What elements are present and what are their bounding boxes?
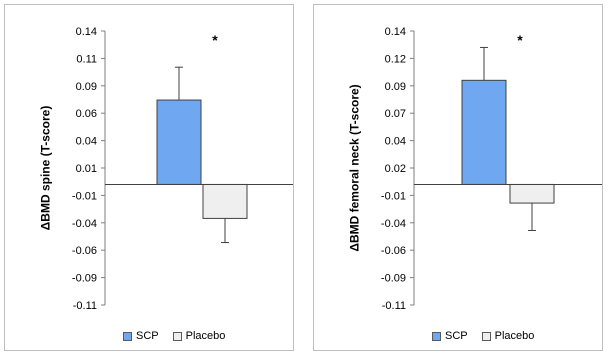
legend-label-scp: SCP [445,330,468,342]
y-tick-label: -0.04 [72,218,97,230]
chart-svg-spine: 0.14 0.11 0.09 0.06 0.04 0.01 -0.01 -0.04 -0.06 -… [72,26,293,312]
y-axis-title: ΔBMD femoral neck (T-score) [347,84,362,252]
y-tick-label: 0.11 [76,53,97,65]
legend-label-scp: SCP [136,330,159,342]
y-tick-label: 0.14 [385,26,406,38]
chart-panel-spine: 0.14 0.11 0.09 0.06 0.04 0.01 -0.01 -0.04 -0.06 -… [4,4,294,351]
y-tick-label: 0.01 [76,163,97,175]
legend-label-placebo: Placebo [494,330,535,342]
y-tick-label: 0.14 [76,26,97,38]
legend: SCP Placebo [432,330,534,342]
chart-panel-femoral-neck: 0.14 0.12 0.09 0.07 0.04 0.02 -0.01 -0.04 -0.06 -… [313,4,603,351]
y-tick-label: 0.02 [385,163,406,175]
y-tick-label: 0.07 [385,108,406,120]
y-tick-label: -0.01 [72,190,97,202]
y-tick-label: -0.11 [382,300,406,312]
y-tick-label: 0.09 [76,81,97,93]
y-tick-label: -0.01 [381,190,406,202]
chart-svg-femoral-neck: 0.14 0.12 0.09 0.07 0.04 0.02 -0.01 -0.04 -0.06 -… [381,26,602,312]
y-tick-label: -0.11 [73,300,97,312]
y-tick-label: 0.04 [385,136,406,148]
bar-scp [156,99,202,185]
y-axis-title: ΔBMD spine (T-score) [37,105,52,231]
legend: SCP Placebo [123,330,225,342]
y-tick-label: -0.09 [381,273,406,285]
y-tick-label: -0.06 [381,245,406,257]
legend-swatch-placebo [172,331,182,341]
y-tick-label: 0.06 [76,108,97,120]
y-tick-label: -0.09 [72,273,97,285]
y-tick-label: 0.04 [76,136,97,148]
y-tick-label: -0.04 [381,218,406,230]
bar-scp [461,79,507,185]
bar-placebo [202,183,248,219]
y-tick-label: -0.06 [72,245,97,257]
y-tick-label: 0.12 [385,53,406,65]
legend-swatch-scp [123,331,132,341]
legend-label-placebo: Placebo [185,330,226,342]
y-tick-label: 0.09 [385,81,406,93]
bar-placebo [509,183,555,204]
significance-asterisk: * [517,32,523,48]
legend-swatch-scp [432,331,441,341]
significance-asterisk: * [212,32,218,48]
legend-swatch-placebo [481,331,491,341]
